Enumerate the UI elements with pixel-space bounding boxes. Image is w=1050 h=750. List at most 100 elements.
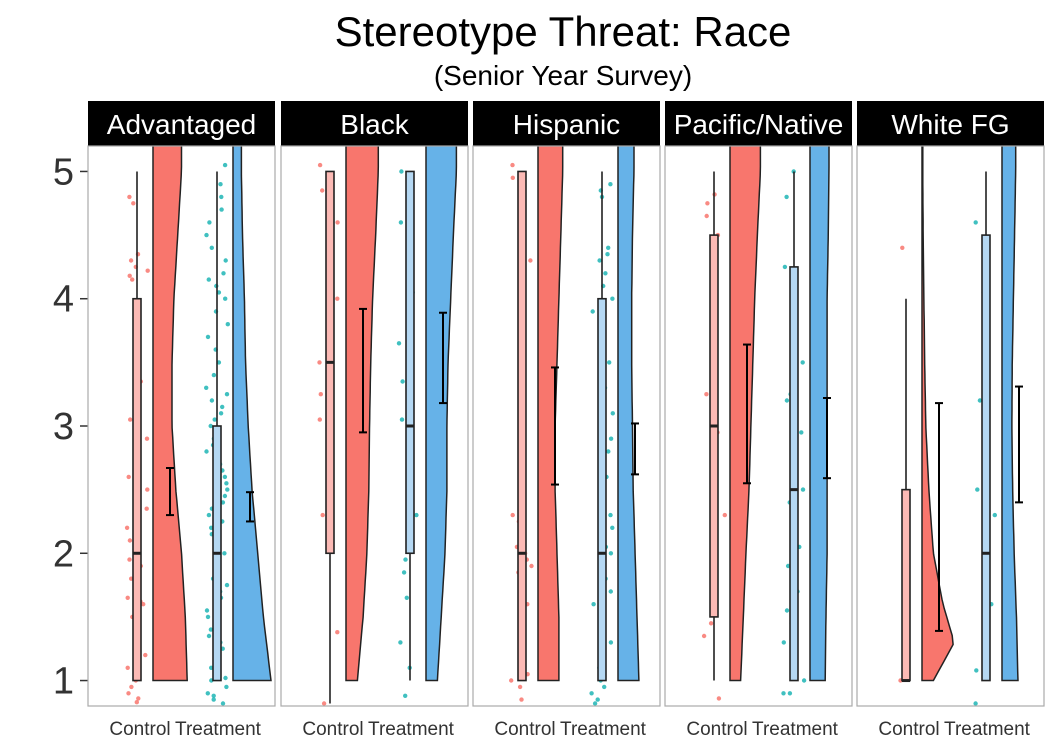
treatment-point [800, 487, 806, 492]
control-point [317, 360, 322, 365]
x-tick-label-control: Control [494, 719, 555, 740]
treatment-point [608, 589, 613, 594]
control-point [704, 392, 709, 397]
control-point [708, 621, 714, 626]
treatment-box [597, 297, 607, 682]
facet-strip-label: Pacific/Native [674, 109, 844, 140]
treatment-point [221, 271, 226, 276]
treatment-point [404, 595, 409, 600]
treatment-box [981, 234, 991, 682]
control-point [510, 512, 515, 518]
control-point [321, 701, 327, 706]
treatment-point [784, 398, 790, 403]
control-point [335, 630, 340, 635]
treatment-point [602, 684, 607, 690]
treatment-point [205, 614, 211, 620]
treatment-point [974, 668, 979, 673]
treatment-point [608, 551, 614, 556]
treatment-point [211, 693, 216, 698]
treatment-point [603, 271, 608, 276]
y-tick-label: 2 [53, 533, 74, 575]
treatment-point [222, 474, 228, 480]
control-point [517, 684, 523, 690]
treatment-point [206, 277, 211, 282]
control-point [335, 296, 340, 301]
treatment-point [784, 194, 789, 200]
treatment-point [222, 551, 227, 556]
control-point [317, 417, 322, 422]
y-axis: 1 2 3 4 5 [53, 151, 88, 703]
treatment-box [405, 170, 415, 555]
treatment-point [204, 449, 209, 454]
treatment-point [225, 487, 230, 492]
treatment-point [608, 640, 614, 645]
treatment-point [206, 633, 212, 639]
treatment-point [589, 691, 594, 696]
control-point [126, 691, 131, 696]
facet-strip [665, 101, 852, 146]
treatment-point [207, 220, 212, 225]
treatment-point [973, 701, 978, 706]
treatment-point [205, 334, 211, 340]
control-point [335, 220, 340, 225]
facet-strip [281, 101, 468, 146]
treatment-point [610, 411, 615, 416]
treatment-point [607, 360, 612, 365]
treatment-box [789, 266, 799, 682]
treatment-point [597, 258, 602, 263]
x-tick-label-control: Control [878, 719, 939, 740]
treatment-point [224, 684, 229, 690]
y-tick-label: 1 [53, 661, 74, 703]
treatment-point [211, 372, 217, 378]
control-box [517, 170, 527, 682]
treatment-cloud [617, 146, 640, 682]
facet-panel: Black Control Treatment [280, 101, 469, 740]
treatment-point [399, 169, 404, 174]
control-point [145, 268, 150, 273]
treatment-point [223, 296, 228, 301]
control-point [318, 392, 323, 397]
x-tick-label-treatment: Treatment [560, 719, 647, 740]
treatment-point [209, 398, 215, 403]
treatment-point [218, 182, 223, 187]
treatment-point [591, 602, 596, 607]
facet-strip-label: Advantaged [107, 109, 256, 140]
treatment-point [224, 392, 230, 397]
treatment-point [223, 258, 228, 263]
treatment-point [992, 512, 997, 518]
treatment-point [605, 252, 610, 257]
treatment-point [608, 182, 613, 187]
treatment-point [799, 430, 804, 435]
control-cloud [537, 146, 564, 682]
control-point [130, 277, 135, 282]
control-point [126, 474, 131, 480]
control-point [127, 194, 132, 200]
panel-border [664, 145, 853, 707]
control-point [519, 697, 524, 702]
treatment-point [224, 481, 229, 486]
treatment-point [206, 512, 212, 518]
x-tick-label-control: Control [686, 719, 747, 740]
control-point [131, 201, 136, 206]
panel-content [509, 146, 640, 706]
treatment-point [212, 417, 217, 422]
control-point [317, 162, 323, 168]
facet-panel: Pacific/Native Control Treatment [664, 101, 853, 740]
panel-content [898, 146, 1023, 706]
control-point [701, 633, 707, 639]
control-point [900, 245, 905, 250]
control-point [134, 700, 139, 705]
treatment-point [211, 697, 216, 702]
control-point [510, 162, 515, 168]
control-box [132, 297, 142, 682]
control-point [128, 258, 134, 263]
control-point [705, 201, 710, 206]
treatment-point [396, 341, 402, 346]
x-tick-label-control: Control [109, 719, 170, 740]
x-tick-label-treatment: Treatment [944, 719, 1031, 740]
panel-border [87, 145, 276, 707]
control-point [136, 696, 141, 701]
treatment-point [204, 608, 210, 613]
control-point [127, 538, 133, 543]
